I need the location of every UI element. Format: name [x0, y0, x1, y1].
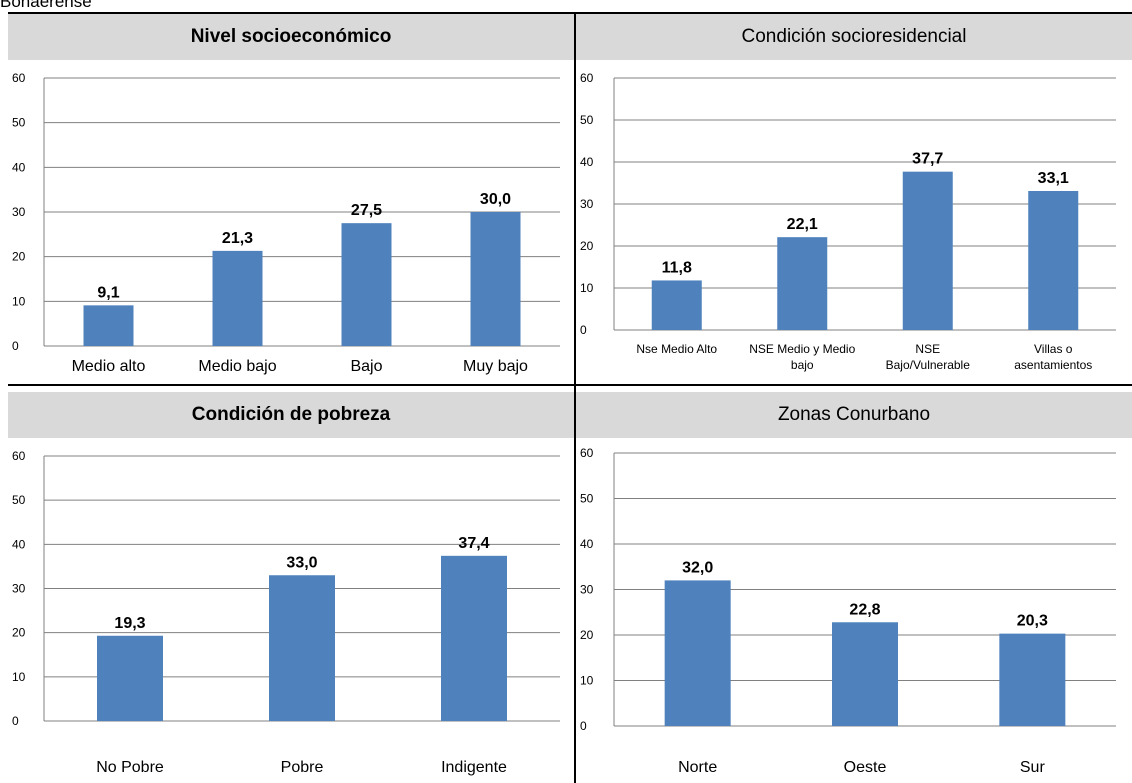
- page-header-text: Bonaerense: [0, 0, 92, 11]
- bar: [470, 212, 521, 346]
- category-label: Villas o asentamientos: [1014, 342, 1092, 372]
- data-label: 30,0: [480, 191, 511, 208]
- y-tick-label: 20: [580, 239, 594, 253]
- chart-panel-nivel-socioeconomico: Nivel socioeconómico 0 10 20 30 40 50 60 9,1 Med…: [8, 14, 574, 384]
- y-tick-label: 0: [12, 339, 19, 353]
- data-label: 27,5: [351, 202, 382, 219]
- vertical-divider: [574, 14, 576, 783]
- category-label: Muy bajo: [463, 358, 528, 375]
- category-label: No Pobre: [96, 759, 164, 776]
- bar: [83, 305, 134, 346]
- chart-title: Condición socioresidencial: [576, 14, 1132, 60]
- bar: [777, 237, 828, 330]
- y-tick-label: 40: [580, 537, 594, 551]
- y-tick-label: 50: [580, 113, 594, 127]
- y-tick-label: 60: [12, 71, 26, 85]
- category-label: Norte: [678, 759, 717, 776]
- y-tick-label: 50: [12, 116, 26, 130]
- data-label: 33,0: [286, 554, 317, 571]
- bar: [212, 250, 263, 346]
- bar: [651, 280, 702, 330]
- y-tick-label: 10: [12, 294, 26, 308]
- category-label: NSE Medio y Medio bajo: [749, 342, 855, 372]
- y-tick-label: 30: [12, 582, 26, 596]
- y-tick-label: 60: [580, 446, 594, 460]
- y-tick-label: 40: [580, 155, 594, 169]
- y-tick-label: 40: [12, 537, 26, 551]
- category-label: NSE Bajo/Vulnerable: [886, 342, 971, 372]
- y-tick-label: 0: [12, 714, 19, 728]
- chart-panel-condicion-pobreza: Condición de pobreza 0 10 20 30 40 50 60 19,3 No…: [8, 392, 574, 783]
- chart-panel-zonas-conurbano: Zonas Conurbano 0 10 20 30 40 50 60 32,0 Norte 22…: [576, 392, 1132, 783]
- bar-chart-condicion-socioresidencial: 0 10 20 30 40 50 60 11,8 Nse Medio Alto 22,1 NSE M…: [580, 71, 1116, 372]
- bar: [97, 635, 163, 721]
- y-tick-label: 30: [580, 583, 594, 597]
- bar-chart-condicion-pobreza: 0 10 20 30 40 50 60 19,3 No Pobre 33,0 Pobre 37,4 In…: [12, 449, 560, 776]
- category-label: Oeste: [844, 759, 887, 776]
- bar: [902, 171, 953, 330]
- data-label: 37,7: [912, 151, 943, 168]
- y-tick-label: 10: [580, 674, 594, 688]
- category-label: Sur: [1020, 759, 1046, 776]
- data-label: 33,1: [1038, 170, 1069, 187]
- category-label: Pobre: [281, 759, 324, 776]
- data-label: 9,1: [97, 284, 119, 301]
- y-tick-label: 0: [580, 323, 587, 337]
- y-tick-label: 30: [580, 197, 594, 211]
- y-tick-label: 10: [580, 281, 594, 295]
- bar-chart-nivel-socioeconomico: 0 10 20 30 40 50 60 9,1 Medio alto 21,3 Medio bajo…: [12, 71, 560, 375]
- y-tick-label: 30: [12, 205, 26, 219]
- y-tick-label: 50: [12, 493, 26, 507]
- y-tick-label: 10: [12, 670, 26, 684]
- chart-title: Zonas Conurbano: [576, 392, 1132, 438]
- y-tick-label: 20: [12, 626, 26, 640]
- category-label: Medio alto: [72, 358, 146, 375]
- data-label: 37,4: [458, 535, 489, 552]
- category-label: Nse Medio Alto: [636, 342, 717, 356]
- bar: [341, 223, 392, 346]
- bar: [1028, 190, 1079, 330]
- y-tick-label: 20: [12, 250, 26, 264]
- data-label: 22,8: [849, 601, 880, 618]
- chart-title: Nivel socioeconómico: [8, 14, 574, 60]
- data-label: 22,1: [787, 216, 818, 233]
- top-rule: [8, 12, 1132, 14]
- bar: [269, 575, 335, 721]
- category-label: Medio bajo: [198, 358, 276, 375]
- chart-panel-condicion-socioresidencial: Condición socioresidencial 0 10 20 30 40 50 60…: [576, 14, 1132, 384]
- y-tick-label: 60: [12, 449, 26, 463]
- y-tick-label: 0: [580, 719, 587, 733]
- data-label: 20,3: [1017, 613, 1048, 630]
- y-tick-label: 20: [580, 628, 594, 642]
- y-tick-label: 40: [12, 160, 26, 174]
- bar: [664, 580, 731, 726]
- chart-title: Condición de pobreza: [8, 392, 574, 438]
- y-tick-label: 60: [580, 71, 594, 85]
- bar: [441, 555, 507, 721]
- y-tick-label: 50: [580, 492, 594, 506]
- horizontal-divider: [8, 384, 1132, 386]
- data-label: 19,3: [114, 615, 145, 632]
- category-label: Bajo: [350, 358, 382, 375]
- bar: [832, 622, 898, 726]
- data-label: 11,8: [662, 259, 692, 276]
- bar-chart-zonas-conurbano: 0 10 20 30 40 50 60 32,0 Norte 22,8 Oeste 20,3 Sur: [580, 446, 1116, 776]
- category-label: Indigente: [441, 759, 507, 776]
- data-label: 21,3: [222, 230, 253, 247]
- data-label: 32,0: [682, 559, 713, 576]
- bar: [999, 633, 1066, 726]
